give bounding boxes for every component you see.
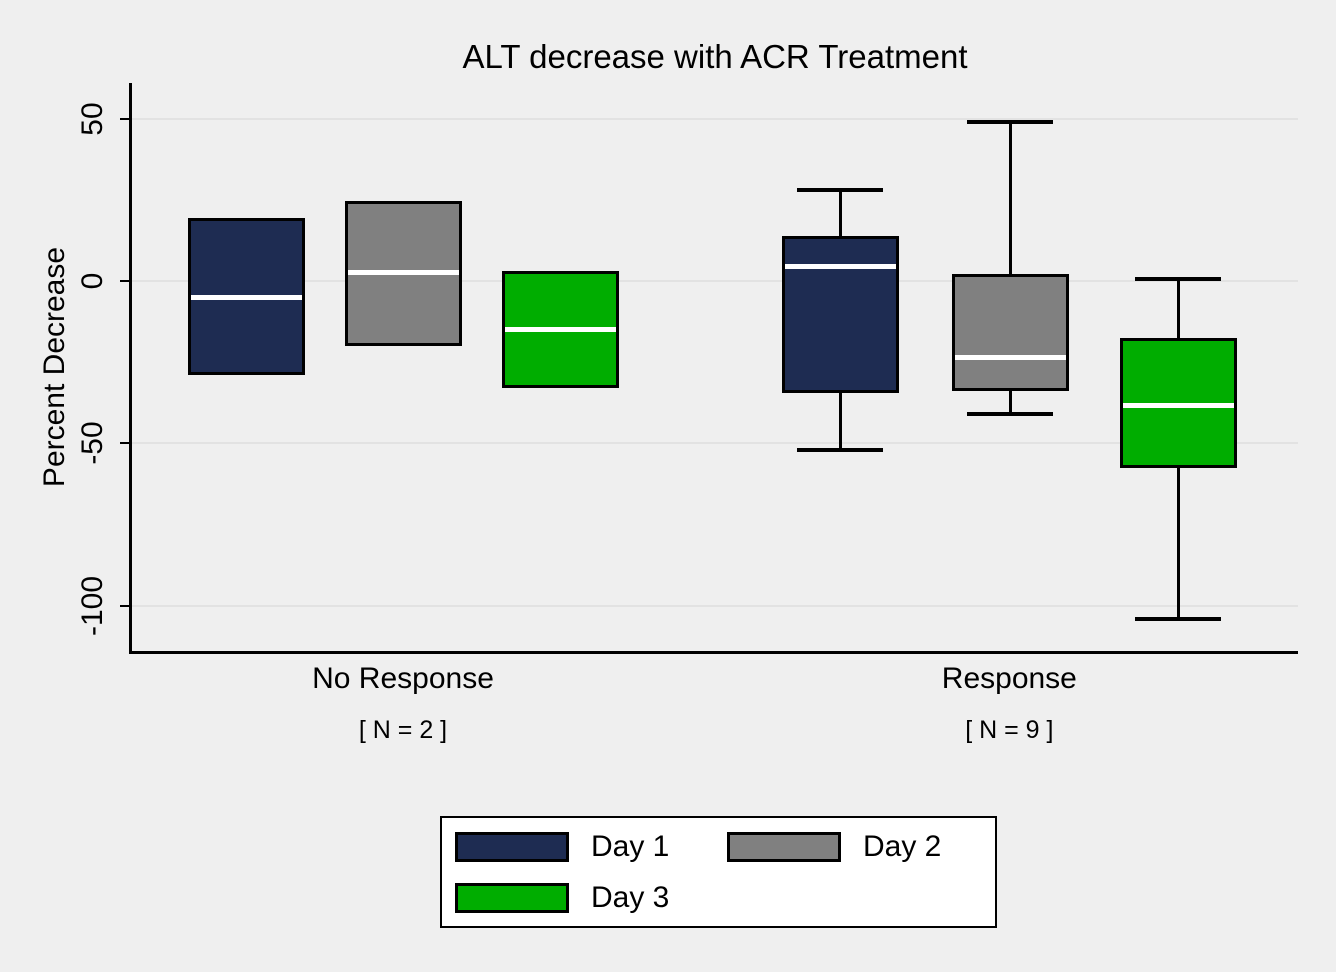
y-tick--100	[120, 604, 132, 607]
whisker-upper-response-day-2	[1008, 121, 1012, 275]
whisker-cap-lower-response-day-3	[1135, 616, 1221, 621]
y-axis-label: Percent Decrease	[38, 246, 71, 488]
y-tick-label: -50	[76, 421, 109, 465]
group-label-response: Response	[941, 662, 1077, 695]
y-tick-50	[120, 117, 132, 120]
legend-swatch-day-1	[455, 831, 569, 862]
y-axis-line	[129, 83, 132, 651]
box-no-response-day-2	[344, 201, 462, 346]
group-n-label-response: [ N = 9 ]	[965, 716, 1054, 744]
y-tick-label: 50	[76, 102, 109, 136]
whisker-lower-response-day-3	[1176, 467, 1180, 619]
box-response-day-1	[781, 235, 899, 393]
median-response-day-1	[784, 263, 896, 269]
box-no-response-day-1	[187, 217, 305, 376]
whisker-lower-response-day-1	[838, 392, 842, 450]
median-no-response-day-1	[190, 294, 302, 300]
whisker-lower-response-day-2	[1008, 391, 1012, 415]
y-tick-label: -100	[76, 575, 109, 636]
median-response-day-3	[1122, 403, 1234, 409]
whisker-cap-upper-response-day-2	[967, 119, 1053, 124]
x-axis-line	[129, 651, 1298, 654]
box-response-day-3	[1119, 337, 1237, 468]
chart-title: ALT decrease with ACR Treatment	[462, 38, 968, 75]
legend-item-day-2: Day 2	[727, 830, 995, 864]
legend-swatch-day-3	[455, 882, 569, 913]
whisker-upper-response-day-1	[838, 190, 842, 236]
y-tick--50	[120, 442, 132, 445]
gridline-50	[132, 117, 1298, 120]
median-response-day-2	[954, 354, 1066, 360]
gridline--100	[132, 604, 1298, 607]
legend-label-day-1: Day 1	[591, 829, 670, 863]
legend-swatch-day-2	[727, 831, 841, 862]
legend-item-day-1: Day 1	[455, 830, 727, 864]
median-no-response-day-3	[504, 327, 616, 333]
median-no-response-day-2	[347, 270, 459, 276]
y-tick-label: 0	[76, 272, 109, 290]
whisker-cap-lower-response-day-1	[797, 447, 883, 452]
whisker-cap-lower-response-day-2	[967, 412, 1053, 417]
group-label-no-response: No Response	[312, 662, 494, 695]
legend: Day 1 Day 2 Day 3	[440, 816, 997, 928]
gridline--50	[132, 442, 1298, 445]
group-n-label-no-response: [ N = 2 ]	[358, 716, 448, 744]
legend-item-day-3: Day 3	[455, 881, 727, 915]
whisker-cap-upper-response-day-1	[797, 188, 883, 193]
gridline-0	[132, 279, 1298, 282]
legend-label-day-3: Day 3	[591, 880, 670, 914]
whisker-cap-upper-response-day-3	[1135, 277, 1221, 282]
whisker-upper-response-day-3	[1176, 279, 1180, 338]
y-tick-0	[120, 279, 132, 282]
box-response-day-2	[951, 274, 1069, 392]
legend-label-day-2: Day 2	[863, 829, 942, 863]
box-no-response-day-3	[501, 271, 619, 389]
